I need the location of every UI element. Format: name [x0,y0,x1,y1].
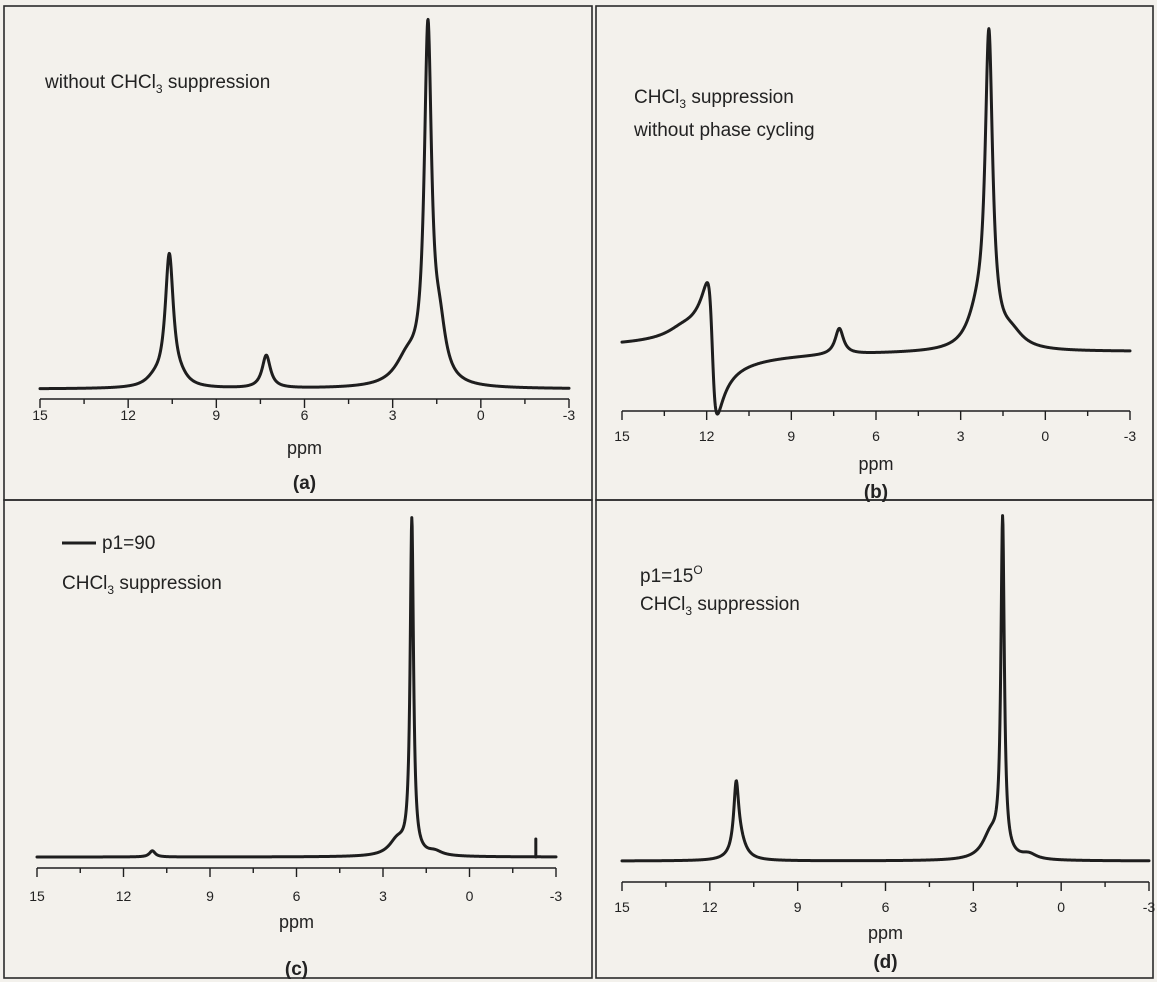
annotation-run: CHCl [640,594,685,615]
x-tick-label: 9 [794,899,802,915]
annotation-text: CHCl3 suppression [634,87,794,111]
x-tick-label: 0 [1057,899,1065,915]
x-tick-label: 12 [702,899,718,915]
annotation-run: CHCl [62,573,107,594]
annotation-run: without phase cycling [633,120,815,141]
spectrum-line [620,514,1151,863]
annotation-run: O [693,563,702,577]
panel-label: (b) [864,482,888,503]
annotation-text: CHCl3 suppression [62,573,222,597]
annotation-run: 3 [685,604,692,618]
panel-label: (d) [873,952,897,973]
x-tick-label: 15 [29,888,45,904]
annotation-text: CHCl3 suppression [640,594,800,618]
spectrum-line [35,516,558,859]
x-tick-label: 12 [699,428,715,444]
x-tick-label: 15 [614,428,630,444]
x-tick-label: 9 [787,428,795,444]
x-tick-label: 3 [379,888,387,904]
x-tick-label: 9 [206,888,214,904]
x-tick-label: 0 [466,888,474,904]
panel-frame [595,499,1154,979]
x-tick-label: -3 [550,888,563,904]
x-tick-label: 15 [32,407,48,423]
annotation-run: without CHCl [44,72,156,93]
x-tick-label: 0 [477,407,485,423]
x-axis-label: ppm [858,454,893,474]
panel-frame [3,499,593,979]
x-axis-label: ppm [279,912,314,932]
annotation-run: suppression [114,573,222,594]
x-tick-label: -3 [1143,899,1156,915]
annotation-run: suppression [692,594,800,615]
panel-label: (a) [293,473,316,494]
panel-frames [3,5,1154,979]
annotation-run: 3 [107,583,114,597]
x-tick-label: 6 [293,888,301,904]
annotation-run: 3 [679,97,686,111]
x-tick-label: 15 [614,899,630,915]
x-tick-label: 3 [389,407,397,423]
annotation-run: 3 [156,82,163,96]
annotation-text: without CHCl3 suppression [44,72,270,96]
spectrum-line [620,27,1132,416]
x-axis-label: ppm [868,923,903,943]
x-tick-label: -3 [1124,428,1137,444]
annotation-run: suppression [163,72,271,93]
x-tick-label: 6 [872,428,880,444]
x-axis-label: ppm [287,438,322,458]
panel-label: (c) [285,959,308,980]
x-tick-label: 3 [969,899,977,915]
annotation-run: CHCl [634,87,679,108]
x-tick-label: 6 [882,899,890,915]
x-tick-label: 12 [116,888,132,904]
panel-frame [595,5,1154,501]
annotation-run: p1=15 [640,566,693,587]
x-tick-label: 9 [212,407,220,423]
annotation-text: without phase cycling [633,120,815,141]
x-tick-label: 3 [957,428,965,444]
x-tick-label: 12 [120,407,136,423]
x-tick-label: -3 [563,407,576,423]
annotation-run: suppression [686,87,794,108]
annotation-text: p1=15O [640,563,703,587]
x-tick-label: 6 [301,407,309,423]
legend-label: p1=90 [102,533,155,554]
spectrum-line [38,17,571,391]
x-tick-label: 0 [1041,428,1049,444]
